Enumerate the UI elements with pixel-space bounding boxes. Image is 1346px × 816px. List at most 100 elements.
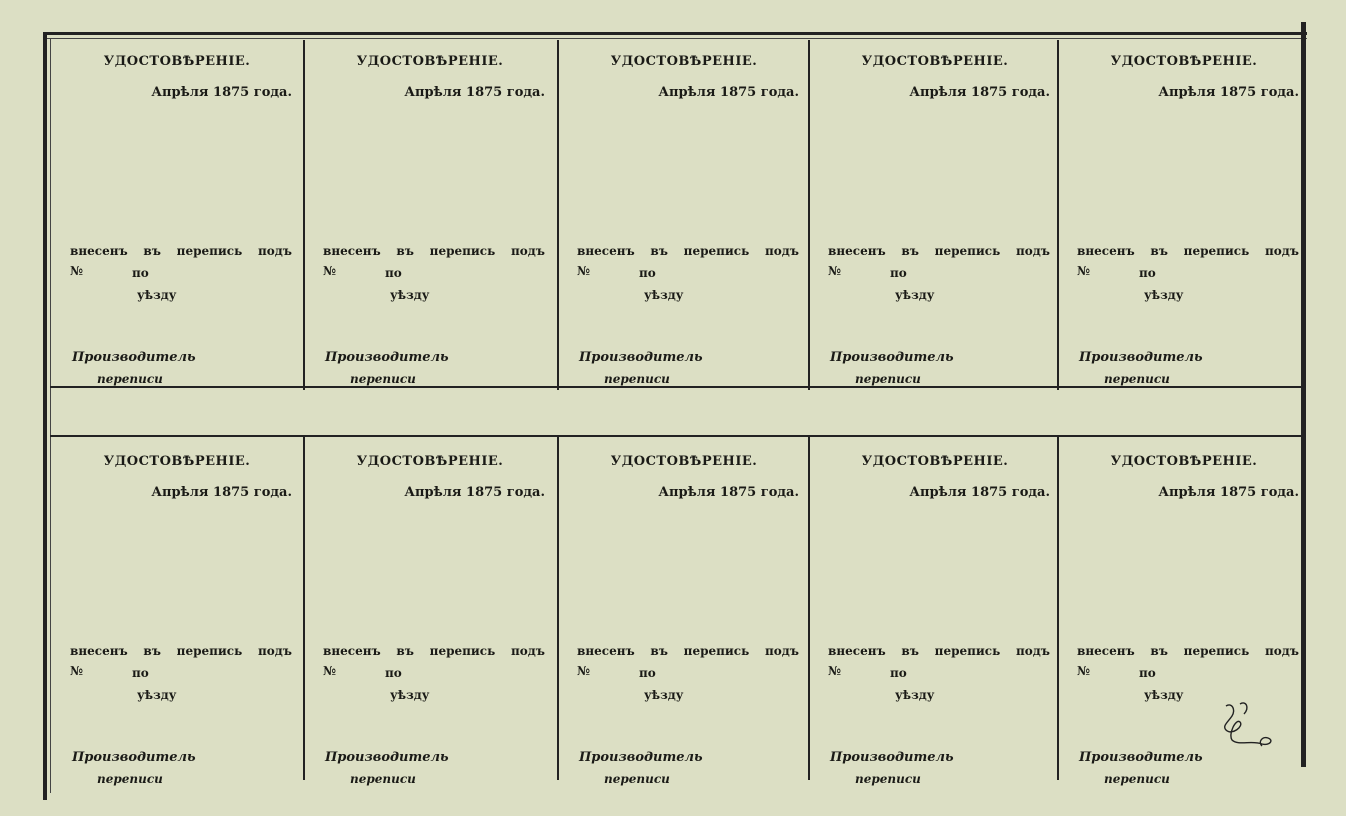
entered-word: въ [650, 644, 668, 658]
number-sign: № [323, 664, 337, 678]
number-sign: № [1077, 264, 1091, 278]
entered-line: внесенъ въ перепись подъ [828, 244, 1050, 258]
column-divider [808, 437, 810, 780]
entered-word: подъ [1015, 244, 1050, 258]
entered-word: перепись [1183, 644, 1250, 658]
certificate-cell: УДОСТОВѢРЕНІЕ. Апрѣля 1875 года. внесенъ… [52, 440, 302, 790]
row-divider-top [50, 386, 1302, 388]
certificate-date: Апрѣля 1875 года. [909, 485, 1050, 500]
entered-word: внесенъ [577, 644, 635, 658]
column-divider [1057, 40, 1059, 390]
entered-word: перепись [1183, 244, 1250, 258]
entered-word: подъ [257, 244, 292, 258]
po-label: по [639, 666, 656, 680]
entered-line: внесенъ въ перепись подъ [1077, 244, 1299, 258]
certificate-cell: УДОСТОВѢРЕНІЕ. Апрѣля 1875 года. внесенъ… [810, 40, 1060, 390]
census-taker-label: Производитель [830, 750, 954, 765]
entered-word: внесенъ [577, 244, 635, 258]
uezd-label: уѣзду [1144, 288, 1184, 302]
uezd-label: уѣзду [137, 688, 177, 702]
column-divider [557, 40, 559, 390]
uezd-label: уѣзду [390, 288, 430, 302]
number-sign: № [70, 664, 84, 678]
census-taker-label: Производитель [579, 350, 703, 365]
certificate-title: УДОСТОВѢРЕНІЕ. [610, 454, 758, 469]
entered-word: перепись [934, 644, 1001, 658]
census-taker-label: Производитель [72, 350, 196, 365]
uezd-label: уѣзду [390, 688, 430, 702]
certificate-cell: УДОСТОВѢРЕНІЕ. Апрѣля 1875 года. внесенъ… [559, 440, 809, 790]
entered-word: подъ [257, 644, 292, 658]
number-sign: № [1077, 664, 1091, 678]
certificate-title: УДОСТОВѢРЕНІЕ. [103, 454, 251, 469]
entered-word: внесенъ [828, 644, 886, 658]
number-sign: № [828, 664, 842, 678]
census-taker-label: Производитель [72, 750, 196, 765]
census-label: переписи [97, 372, 163, 386]
certificate-title: УДОСТОВѢРЕНІЕ. [861, 454, 1009, 469]
certificate-cell: УДОСТОВѢРЕНІЕ. Апрѣля 1875 года. внесенъ… [810, 440, 1060, 790]
certificate-cell: УДОСТОВѢРЕНІЕ. Апрѣля 1875 года. внесенъ… [1059, 40, 1309, 390]
po-label: по [1139, 666, 1156, 680]
entered-word: перепись [429, 244, 496, 258]
entered-word: внесенъ [70, 644, 128, 658]
po-label: по [890, 266, 907, 280]
census-taker-label: Производитель [1079, 750, 1203, 765]
certificate-cell: УДОСТОВѢРЕНІЕ. Апрѣля 1875 года. внесенъ… [305, 40, 555, 390]
certificate-date: Апрѣля 1875 года. [1158, 485, 1299, 500]
entered-word: внесенъ [323, 244, 381, 258]
entered-word: подъ [510, 644, 545, 658]
entered-word: внесенъ [828, 244, 886, 258]
entered-word: подъ [764, 244, 799, 258]
entered-word: перепись [683, 244, 750, 258]
number-sign: № [323, 264, 337, 278]
entered-word: въ [143, 644, 161, 658]
handwritten-signature [1223, 702, 1272, 747]
entered-word: перепись [429, 644, 496, 658]
entered-line: внесенъ въ перепись подъ [70, 244, 292, 258]
entered-word: перепись [934, 244, 1001, 258]
po-label: по [385, 666, 402, 680]
page-frame-left-inner [50, 38, 51, 793]
certificate-date: Апрѣля 1875 года. [1158, 85, 1299, 100]
certificate-title: УДОСТОВѢРЕНІЕ. [103, 54, 251, 69]
certificate-title: УДОСТОВѢРЕНІЕ. [1110, 54, 1258, 69]
census-label: переписи [604, 372, 670, 386]
certificate-cell: УДОСТОВѢРЕНІЕ. Апрѣля 1875 года. внесенъ… [1059, 440, 1309, 790]
entered-word: перепись [176, 644, 243, 658]
entered-word: перепись [683, 644, 750, 658]
entered-word: въ [1150, 244, 1168, 258]
certificate-date: Апрѣля 1875 года. [658, 85, 799, 100]
entered-word: подъ [1264, 244, 1299, 258]
certificate-cell: УДОСТОВѢРЕНІЕ. Апрѣля 1875 года. внесенъ… [305, 440, 555, 790]
row-divider-bottom [50, 435, 1302, 437]
certificate-date: Апрѣля 1875 года. [151, 85, 292, 100]
entered-line: внесенъ въ перепись подъ [577, 244, 799, 258]
census-label: переписи [604, 772, 670, 786]
uezd-label: уѣзду [1144, 688, 1184, 702]
entered-word: въ [901, 244, 919, 258]
po-label: по [890, 666, 907, 680]
number-sign: № [577, 264, 591, 278]
census-taker-label: Производитель [830, 350, 954, 365]
certificate-title: УДОСТОВѢРЕНІЕ. [356, 54, 504, 69]
page-frame-right [1301, 22, 1306, 767]
page-frame-top [45, 32, 1307, 35]
number-sign: № [577, 664, 591, 678]
certificate-date: Апрѣля 1875 года. [658, 485, 799, 500]
po-label: по [639, 266, 656, 280]
number-sign: № [828, 264, 842, 278]
column-divider [303, 40, 305, 390]
entered-word: внесенъ [323, 644, 381, 658]
column-divider [808, 40, 810, 390]
entered-word: въ [396, 644, 414, 658]
entered-word: подъ [510, 244, 545, 258]
column-divider [557, 437, 559, 780]
census-label: переписи [97, 772, 163, 786]
po-label: по [132, 266, 149, 280]
certificate-date: Апрѣля 1875 года. [909, 85, 1050, 100]
certificate-title: УДОСТОВѢРЕНІЕ. [1110, 454, 1258, 469]
column-divider [1057, 437, 1059, 780]
census-label: переписи [1104, 772, 1170, 786]
uezd-label: уѣзду [895, 288, 935, 302]
